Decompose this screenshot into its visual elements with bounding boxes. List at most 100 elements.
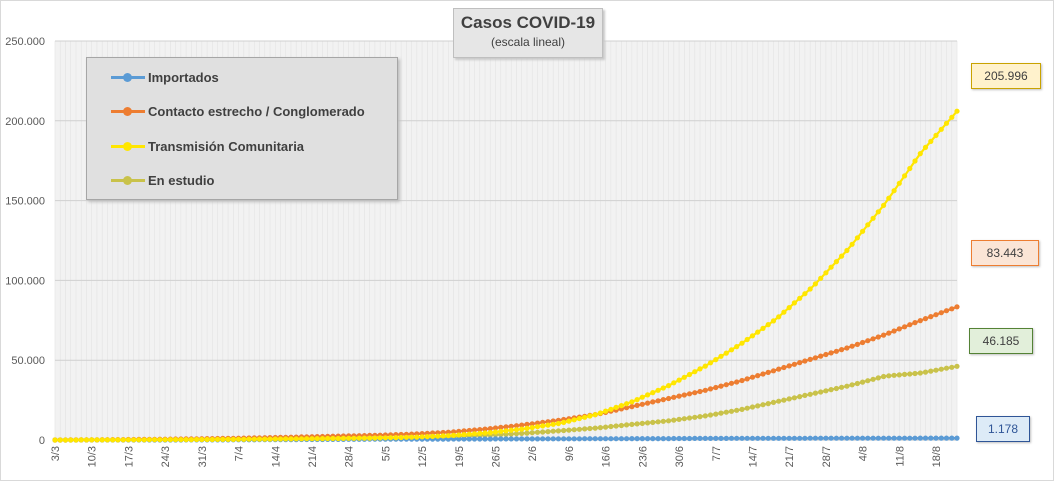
data-point (461, 432, 467, 438)
data-point (812, 281, 819, 287)
data-point (734, 344, 740, 350)
data-point (645, 400, 651, 406)
data-point (760, 402, 766, 408)
data-point (791, 435, 798, 441)
data-point (487, 436, 493, 442)
data-point (671, 435, 677, 442)
data-point (812, 435, 819, 441)
data-point (330, 435, 336, 442)
data-point (749, 333, 756, 339)
data-point (765, 401, 771, 407)
data-point (571, 436, 577, 442)
data-point (131, 437, 137, 443)
data-point (728, 435, 735, 441)
data-point (513, 431, 520, 437)
data-point (860, 228, 866, 234)
data-point (849, 435, 855, 441)
data-point (833, 435, 840, 441)
data-point (907, 165, 913, 172)
data-point (235, 436, 242, 442)
data-point (492, 436, 499, 442)
data-point (78, 437, 84, 443)
data-point (818, 275, 824, 281)
data-point (839, 384, 845, 390)
data-point (875, 375, 881, 381)
data-point (676, 377, 682, 383)
data-point (377, 435, 383, 441)
data-point (692, 435, 698, 441)
data-point (540, 436, 546, 442)
data-point (503, 428, 509, 434)
data-point (786, 396, 792, 402)
data-point (802, 435, 808, 441)
data-point (807, 286, 813, 292)
data-point (576, 436, 583, 442)
data-point (739, 340, 745, 346)
data-point (576, 426, 583, 432)
data-point (110, 437, 116, 443)
data-point (896, 326, 902, 332)
x-tick-label: 2/6 (527, 446, 539, 461)
data-point (409, 434, 415, 440)
data-point (666, 418, 672, 424)
legend-label: Contacto estrecho / Conglomerado (148, 103, 365, 119)
data-point (639, 394, 645, 400)
data-point (912, 320, 918, 326)
data-point (686, 435, 693, 442)
data-point (791, 300, 798, 306)
data-point (786, 305, 792, 311)
x-tick-label: 28/4 (344, 446, 356, 467)
data-point (896, 435, 902, 441)
legend-swatch-contacto (111, 106, 145, 116)
data-point (335, 435, 341, 442)
data-point (241, 436, 247, 442)
data-point (277, 436, 284, 442)
data-point (613, 404, 619, 410)
data-point (451, 432, 457, 438)
data-point (534, 424, 541, 430)
data-point (770, 399, 777, 405)
data-point (613, 423, 619, 429)
data-point (529, 421, 535, 427)
data-point (749, 374, 756, 380)
data-point (833, 385, 840, 392)
x-tick-label: 21/4 (307, 446, 319, 467)
data-point (928, 138, 934, 144)
data-point (540, 423, 546, 429)
data-point (917, 370, 923, 376)
data-point (262, 436, 268, 442)
data-point (582, 426, 588, 432)
data-point (519, 426, 525, 432)
data-point (744, 435, 750, 441)
data-point (849, 241, 855, 247)
data-point (881, 373, 887, 380)
data-point (954, 304, 960, 310)
data-point (666, 383, 672, 389)
data-point (639, 401, 645, 407)
data-point (608, 406, 614, 412)
data-point (73, 437, 79, 443)
data-point (891, 372, 897, 378)
data-point (152, 437, 158, 443)
data-point (823, 351, 829, 358)
data-point (865, 222, 871, 228)
data-point (755, 329, 761, 335)
data-point (125, 437, 131, 443)
data-point (498, 436, 504, 442)
data-point (870, 215, 876, 221)
data-point (660, 436, 666, 442)
data-point (943, 435, 950, 441)
data-point (519, 430, 525, 436)
data-point (713, 357, 719, 363)
x-tick-label: 17/3 (123, 446, 135, 467)
data-point (681, 435, 687, 442)
data-point (949, 435, 955, 441)
data-point (739, 377, 745, 384)
data-point (477, 427, 483, 433)
data-point (681, 392, 687, 398)
data-point (922, 435, 929, 441)
data-point (912, 158, 918, 164)
data-point (922, 369, 929, 375)
data-point (435, 433, 441, 439)
data-point (534, 429, 541, 435)
